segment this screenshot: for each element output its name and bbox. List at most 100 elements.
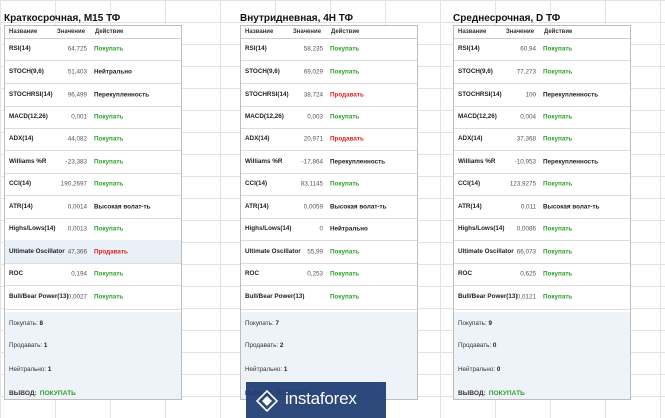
indicator-action: Покупать [94, 293, 124, 301]
summary-label: Нейтрально: [245, 366, 283, 373]
indicator-name: Williams %R [245, 157, 283, 165]
indicator-value: 0,625 [520, 270, 536, 278]
indicator-value: 77,273 [516, 68, 536, 75]
indicator-value: 64,725 [67, 45, 87, 53]
indicator-name: STOCH(9,6) [9, 67, 44, 75]
indicator-action: Перекупленность [330, 158, 386, 165]
indicator-value: 0,0121 [516, 293, 536, 301]
panel-title-medium-term: Среднесрочная, D ТФ [453, 13, 561, 24]
summary-block: Покупать: 9 Продавать: 0 Нейтрально: 0 ВЫВО… [454, 312, 630, 399]
indicator-row: Williams %R -17,864 Перекупленность [241, 150, 417, 174]
indicator-name: ATR(14) [9, 202, 33, 210]
summary-count: 0 [496, 366, 501, 373]
indicator-value: 0,194 [71, 270, 87, 278]
indicator-value: 0,0014 [67, 203, 87, 210]
summary-sell-count: Продавать: 0 [458, 342, 496, 349]
indicator-row: CCI(14) 123,9275 Покупать [454, 173, 630, 196]
indicator-value: 38,724 [303, 91, 323, 98]
indicator-name: Highs/Lows(14) [245, 225, 292, 233]
indicator-name: Highs/Lows(14) [458, 225, 505, 233]
indicator-value: 0,011 [520, 203, 536, 210]
indicator-name: Ultimate Oscillator [9, 247, 65, 255]
indicator-name: ADX(14) [245, 135, 270, 143]
indicator-row: Highs/Lows(14) 0,0086 Покупать [454, 218, 630, 241]
indicator-value: 123,9275 [509, 180, 536, 188]
indicator-value: 96,499 [67, 91, 87, 98]
indicator-name: CCI(14) [9, 180, 32, 188]
indicator-row: ATR(14) 0,0059 Высокая волат-ть [241, 195, 417, 219]
indicator-action: Покупать [543, 225, 573, 233]
indicator-name: MACD(12,26) [9, 113, 48, 121]
summary-count: 1 [283, 366, 288, 373]
indicator-value: 0,0013 [67, 225, 87, 233]
summary-label: Продавать: [245, 342, 279, 349]
indicator-name: STOCH(9,6) [245, 67, 280, 75]
indicator-row: ROC 0,253 Покупать [241, 263, 417, 286]
indicator-value: -17,864 [301, 158, 323, 165]
summary-count: 9 [488, 320, 492, 327]
indicator-name: MACD(12,26) [458, 113, 497, 121]
indicator-row: Ultimate Oscillator 55,99 Покупать [241, 240, 417, 264]
indicator-value: 0,003 [307, 113, 323, 121]
instaforex-logo-icon [256, 390, 278, 412]
indicator-row: Williams %R -10,953 Перекупленность [454, 150, 630, 174]
summary-count: 0 [492, 342, 497, 349]
indicator-row: CCI(14) 190,2697 Покупать [5, 173, 181, 196]
indicator-name: ADX(14) [458, 135, 483, 143]
summary-block: Покупать: 8 Продавать: 1 Нейтрально: 1 ВЫВО… [5, 312, 181, 399]
indicator-action: Покупать [543, 248, 573, 255]
indicator-action: Нейтрально [330, 225, 368, 233]
summary-sell-count: Продавать: 2 [245, 342, 283, 349]
indicator-name: ROC [9, 270, 23, 278]
instaforex-logo-text: instaforex [285, 389, 357, 408]
table-header: Название Значение Действие [454, 26, 630, 39]
indicator-row: ADX(14) 44,082 Покупать [5, 128, 181, 151]
indicator-row: ADX(14) 37,368 Покупать [454, 128, 630, 151]
indicator-row: STOCHRSI(14) 96,499 Перекупленность [5, 83, 181, 107]
indicator-name: ATR(14) [458, 202, 482, 210]
indicator-row: STOCHRSI(14) 100 Перекупленность [454, 83, 630, 107]
indicator-row: Bull/Bear Power(13) Покупать [241, 285, 417, 310]
indicator-action: Покупать [94, 180, 124, 188]
indicator-action: Перекупленность [543, 158, 599, 165]
indicator-name: Ultimate Oscillator [245, 247, 301, 255]
column-header-value: Значение [57, 29, 86, 35]
column-header-name: Название [245, 29, 274, 35]
indicator-row: MACD(12,26) 0,004 Покупать [454, 106, 630, 129]
indicator-action: Продавать [330, 91, 364, 98]
indicator-name: Bull/Bear Power(13) [245, 293, 305, 301]
indicator-action: Покупать [543, 45, 573, 53]
indicator-name: MACD(12,26) [245, 113, 284, 121]
verdict-label: ВЫВОД: [458, 390, 486, 397]
indicator-value: 69,029 [303, 68, 323, 75]
indicator-row: Ultimate Oscillator 66,073 Покупать [454, 240, 630, 264]
instaforex-logo[interactable]: instaforex [246, 382, 386, 418]
indicator-value: 0,0027 [67, 293, 87, 301]
indicator-name: RSI(14) [458, 45, 480, 53]
indicator-action: Покупать [94, 158, 124, 165]
indicator-row: ATR(14) 0,0014 Высокая волат-ть [5, 195, 181, 219]
column-header-value: Значение [293, 29, 322, 35]
indicator-value: 60,94 [520, 45, 536, 53]
indicator-action: Перекупленность [94, 91, 150, 98]
verdict-value: ПОКУПАТЬ [39, 390, 76, 397]
indicator-value: 55,99 [307, 248, 323, 255]
summary-buy-count: Покупать: 7 [245, 320, 279, 327]
verdict-label: ВЫВОД: [9, 390, 37, 397]
indicator-name: ROC [458, 270, 472, 278]
indicator-name: ATR(14) [245, 202, 269, 210]
indicator-name: RSI(14) [9, 45, 31, 53]
panel-title-short-term: Краткосрочная, М15 ТФ [4, 13, 121, 24]
table-header: Название Значение Действие [241, 26, 417, 39]
column-header-action: Действие [95, 29, 124, 35]
summary-count: 2 [279, 342, 284, 349]
indicator-row: ADX(14) 20,971 Продавать [241, 128, 417, 151]
summary-buy-count: Покупать: 9 [458, 320, 492, 327]
indicator-action: Покупать [543, 135, 573, 143]
summary-sell-count: Продавать: 1 [9, 342, 47, 349]
column-header-action: Действие [331, 29, 360, 35]
summary-label: Покупать: [9, 320, 38, 327]
indicator-action: Покупать [543, 68, 573, 75]
summary-label: Покупать: [458, 320, 487, 327]
indicator-name: ADX(14) [9, 135, 34, 143]
